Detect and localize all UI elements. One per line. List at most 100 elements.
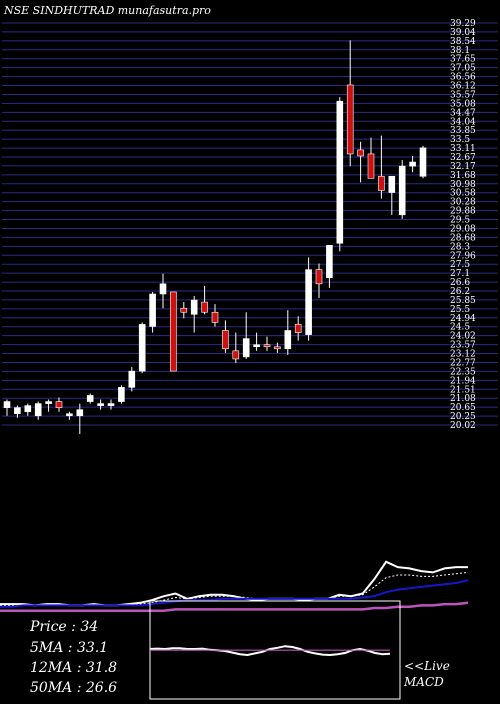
candle-down — [357, 149, 364, 157]
candle-down — [170, 291, 177, 372]
candle-up — [97, 403, 104, 406]
y-tick-labels: 39.2939.0438.5438.137.6537.0536.5636.123… — [450, 19, 476, 431]
y-tick-label: 22.77 — [450, 358, 476, 368]
y-tick-label: 38.54 — [450, 37, 476, 47]
candle-up — [3, 401, 11, 408]
candle-up — [253, 344, 260, 348]
y-tick-label: 39.04 — [450, 28, 476, 38]
macd-panel — [149, 600, 401, 700]
candle-down — [294, 324, 302, 333]
indicator-line-ema_fast — [0, 571, 469, 606]
y-tick-label: 24.5 — [450, 323, 470, 333]
macd-live-label: <<Live — [404, 659, 450, 673]
y-tick-label: 26.6 — [450, 278, 470, 288]
macd-label: MACD — [403, 675, 444, 689]
ma12-stat: 12MA : 31.8 — [30, 660, 117, 676]
candle-down — [211, 311, 219, 323]
candle-down — [367, 153, 375, 179]
y-tick-label: 35.08 — [450, 99, 476, 109]
y-tick-label: 29.08 — [450, 224, 476, 234]
y-tick-label: 20.25 — [450, 412, 476, 422]
candle-up — [34, 403, 42, 417]
candle-down — [263, 344, 271, 348]
candle-up — [419, 147, 427, 177]
candle-down — [274, 346, 281, 350]
y-tick-label: 30.28 — [450, 198, 476, 208]
candle-up — [149, 293, 156, 327]
ma5-stat: 5MA : 33.1 — [30, 640, 108, 656]
indicator-line-ema_long — [0, 579, 469, 608]
y-tick-label: 22.35 — [450, 367, 476, 377]
candle-up — [190, 299, 198, 315]
y-tick-label: 35.57 — [450, 90, 476, 100]
chart-title: NSE SINDHUTRAD munafasutra.pro — [3, 4, 211, 17]
y-tick-label: 21.51 — [450, 385, 476, 395]
candle-up — [45, 401, 52, 404]
candle-up — [138, 324, 146, 372]
candle-up — [86, 395, 94, 402]
y-tick-label: 33.5 — [450, 135, 470, 145]
candle-down — [55, 401, 63, 408]
candle-up — [398, 165, 406, 216]
y-tick-label: 32.67 — [450, 153, 476, 163]
y-tick-label: 34.47 — [450, 108, 476, 118]
candle-down — [232, 350, 240, 360]
y-tick-label: 27.96 — [450, 251, 476, 261]
candle-up — [118, 387, 125, 402]
indicator-panel — [0, 560, 469, 612]
y-tick-label: 37.65 — [450, 55, 476, 65]
candle-down — [201, 301, 208, 313]
y-tick-label: 28.3 — [450, 242, 470, 252]
candlesticks — [3, 40, 427, 435]
y-tick-label: 20.65 — [450, 403, 476, 413]
y-tick-label: 30.58 — [450, 189, 476, 199]
candle-up — [242, 338, 250, 358]
price-stat: Price : 34 — [29, 619, 98, 635]
candle-up — [326, 244, 333, 279]
candle-up — [128, 370, 136, 388]
y-tick-label: 31.68 — [450, 171, 476, 181]
y-tick-label: 20.02 — [450, 421, 476, 431]
y-tick-label: 39.29 — [450, 19, 476, 29]
y-tick-label: 29.88 — [450, 207, 476, 217]
y-tick-label: 28.68 — [450, 233, 476, 243]
candle-down — [315, 269, 323, 285]
y-tick-label: 30.98 — [450, 180, 476, 190]
candle-up — [388, 175, 396, 193]
candle-down — [222, 330, 229, 350]
candle-up — [66, 413, 73, 417]
y-tick-label: 36.56 — [450, 73, 476, 83]
y-tick-label: 23.12 — [450, 350, 476, 360]
candle-up — [159, 283, 167, 295]
ma50-stat: 50MA : 26.6 — [30, 680, 117, 696]
y-tick-label: 21.08 — [450, 394, 476, 404]
y-tick-label: 29.5 — [450, 216, 470, 226]
candle-up — [305, 269, 312, 335]
y-tick-label: 38.1 — [450, 46, 470, 56]
y-tick-label: 27.5 — [450, 260, 470, 270]
candle-up — [14, 407, 21, 415]
y-tick-label: 25.85 — [450, 296, 476, 306]
y-tick-label: 33.11 — [450, 144, 476, 154]
y-tick-label: 32.17 — [450, 162, 476, 172]
candle-up — [409, 161, 416, 167]
candle-down — [378, 175, 385, 191]
y-tick-label: 34.04 — [450, 117, 476, 127]
y-tick-label: 36.12 — [450, 82, 476, 92]
y-tick-label: 27.1 — [450, 269, 470, 279]
y-tick-label: 24.02 — [450, 332, 476, 342]
y-tick-label: 23.57 — [450, 341, 476, 351]
candle-up — [76, 409, 84, 417]
candle-up — [336, 100, 344, 244]
candle-down — [346, 84, 354, 155]
candle-up — [24, 405, 32, 413]
indicator-line-ma50 — [0, 601, 469, 612]
macd-line-macd — [149, 645, 391, 657]
candle-up — [107, 403, 115, 406]
y-tick-label: 21.94 — [450, 376, 476, 386]
candle-up — [284, 330, 292, 350]
price-grid — [2, 22, 498, 426]
y-tick-label: 25.5 — [450, 305, 470, 315]
